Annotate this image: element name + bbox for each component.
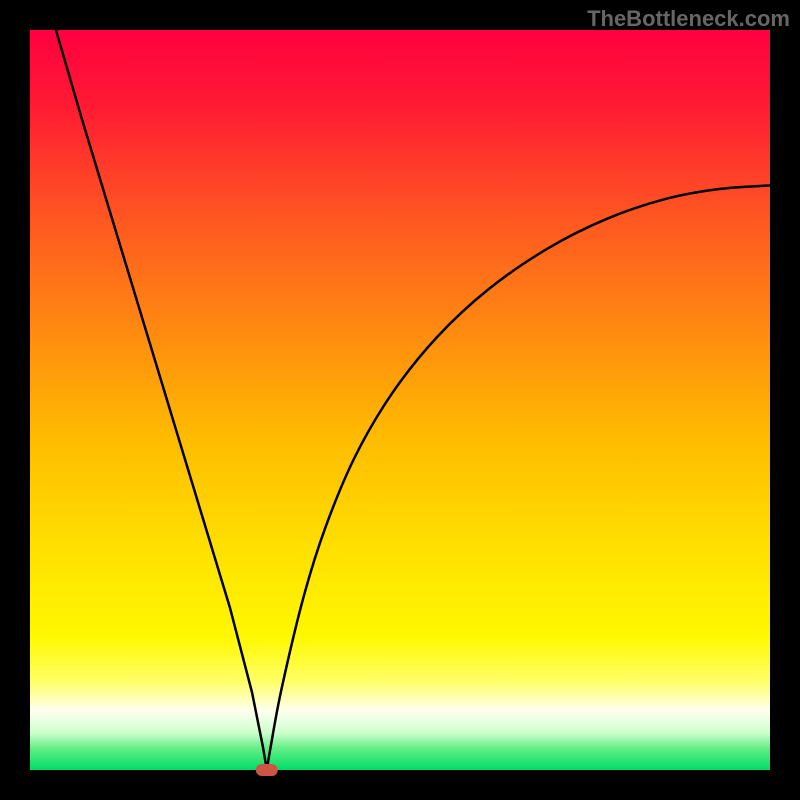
bottleneck-curve-chart bbox=[0, 0, 800, 800]
chart-container: TheBottleneck.com bbox=[0, 0, 800, 800]
plot-background bbox=[30, 30, 770, 770]
watermark-text: TheBottleneck.com bbox=[587, 6, 790, 32]
optimal-point-marker bbox=[256, 764, 278, 776]
